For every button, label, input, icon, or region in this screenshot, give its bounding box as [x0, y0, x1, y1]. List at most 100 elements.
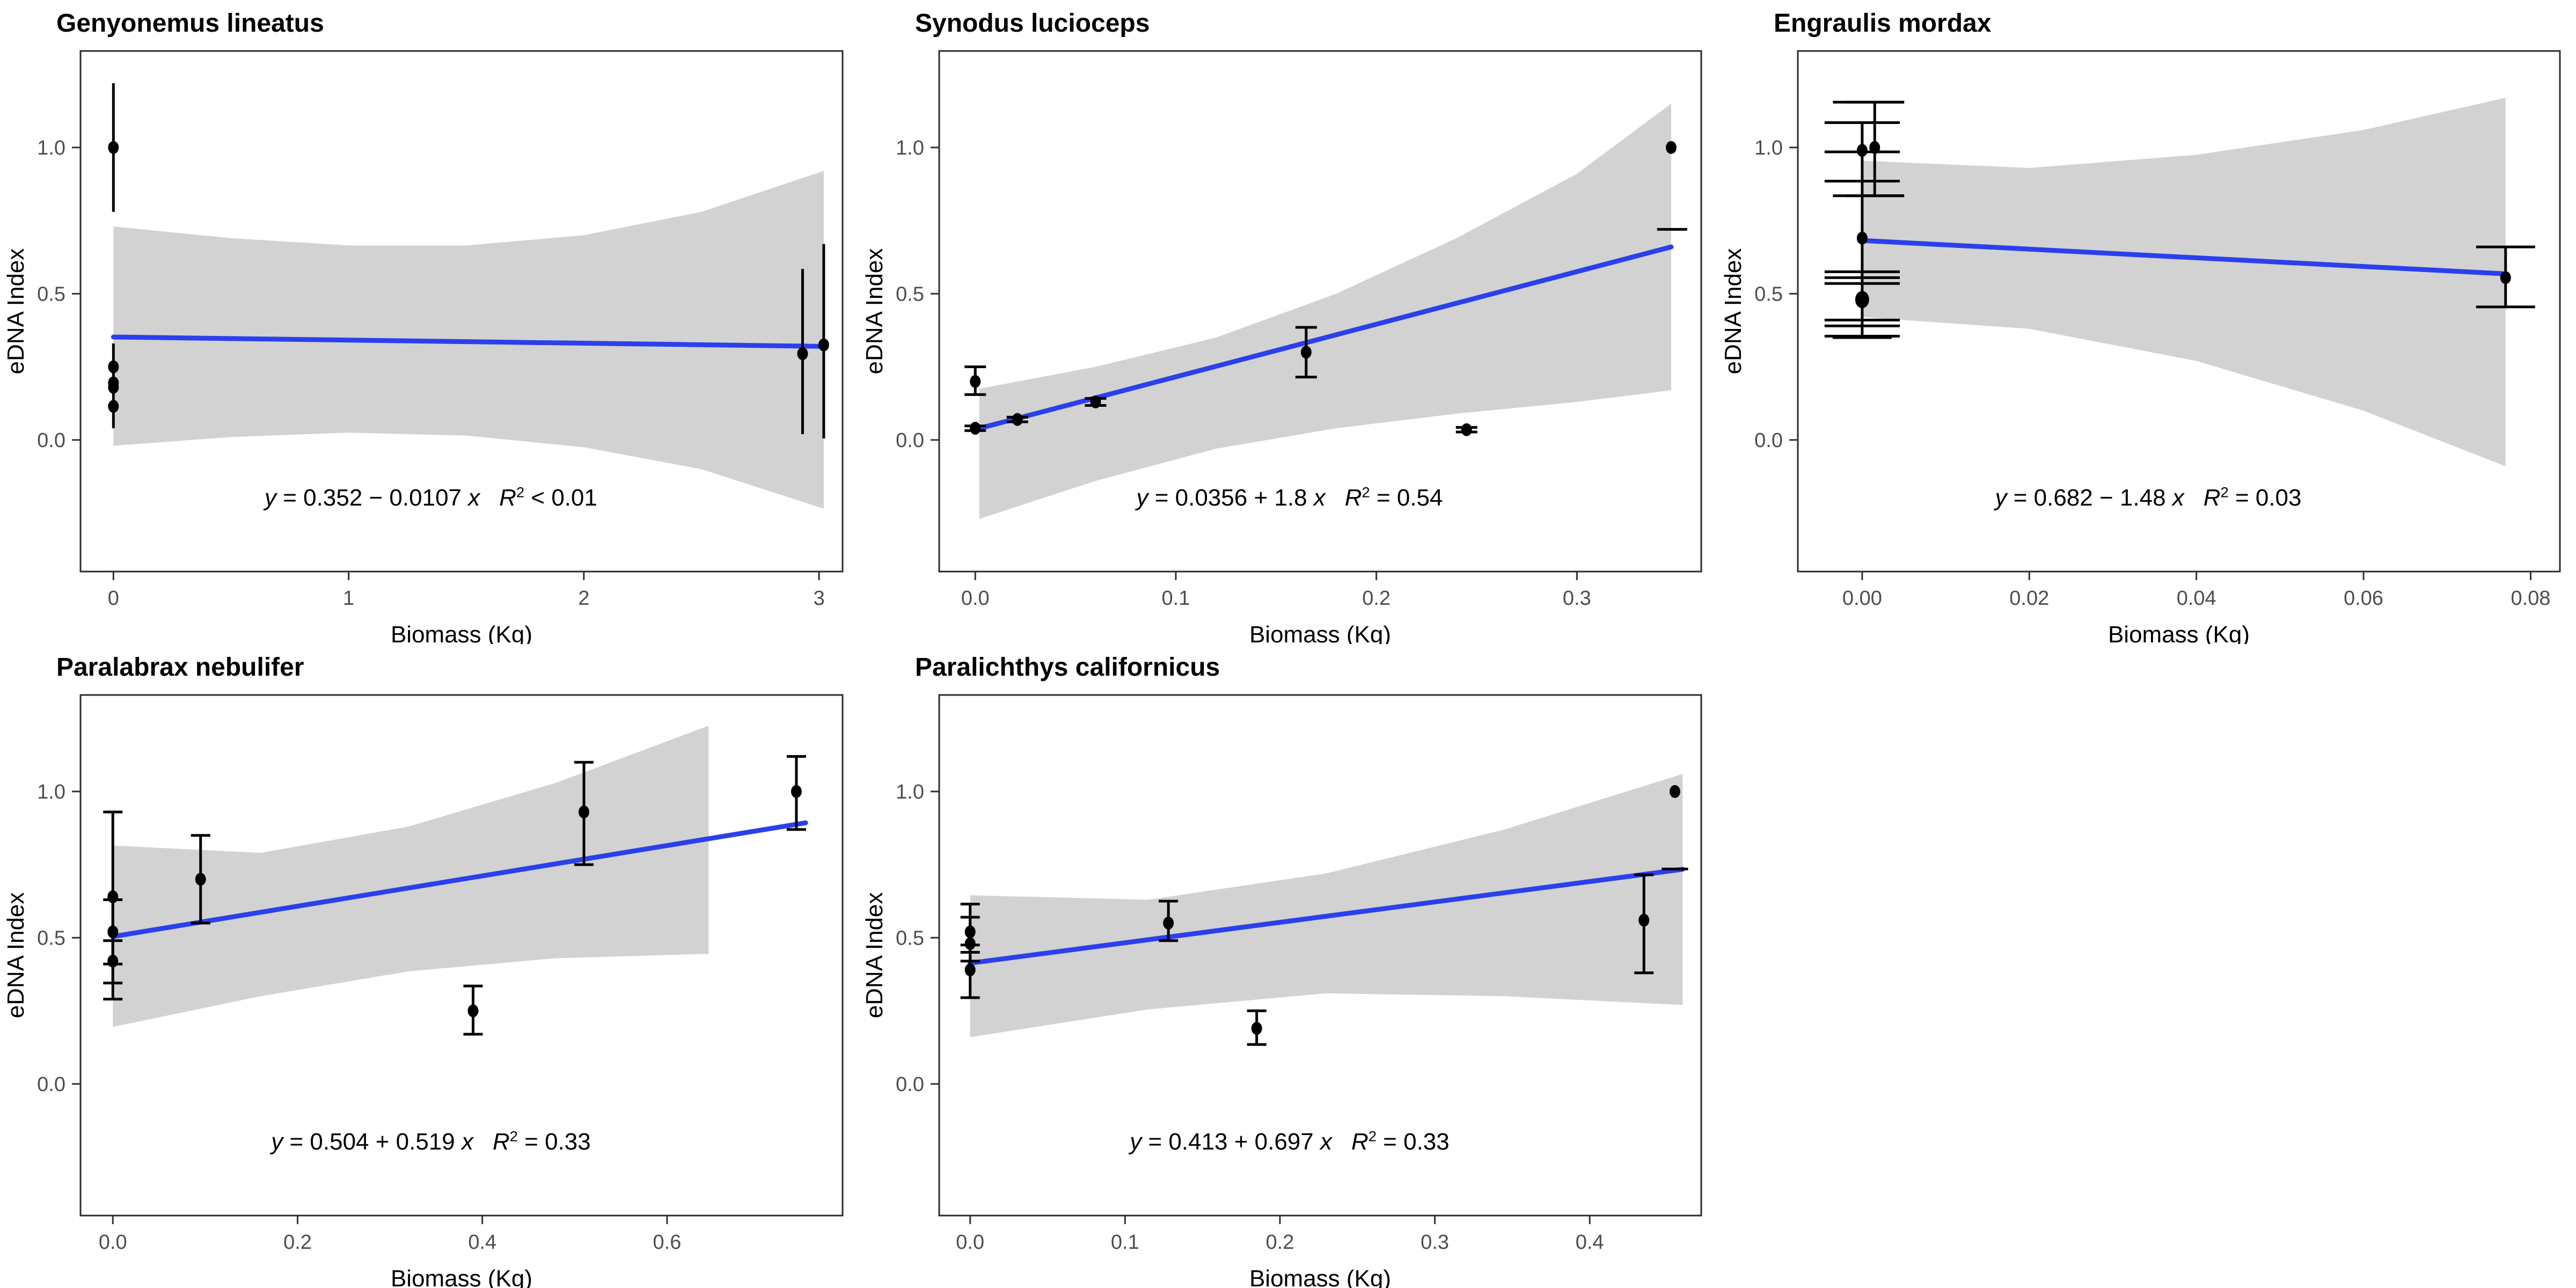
y-tick-label: 0.5: [37, 283, 65, 305]
regression-equation: y = 0.504 + 0.519 x R2 = 0.33: [271, 1129, 590, 1155]
data-point: [964, 925, 976, 939]
x-tick-label: 3: [814, 587, 825, 610]
data-point: [1251, 1022, 1262, 1035]
data-point: [107, 925, 119, 939]
x-axis-label: Biomass (Kg): [2108, 621, 2250, 644]
equation-r-var: R: [2203, 485, 2221, 511]
equation-y-var: y: [1995, 485, 2007, 511]
data-point: [467, 1004, 479, 1018]
plot-area: 0.0 0.1 0.2 0.3 0.0 0.5 1.0 Biomass (Kg) eDNA In…: [861, 50, 1702, 644]
y-axis-label: eDNA Index: [3, 248, 29, 375]
y-tick-label: 0.5: [37, 927, 65, 949]
equation-r2-value: = 0.54: [1370, 485, 1443, 511]
y-axis-label: eDNA Index: [1720, 248, 1746, 375]
y-axis-label: eDNA Index: [3, 892, 29, 1019]
plot-area: 0.00 0.02 0.04 0.06 0.08 0.0 0.5 1.0 Biomass (Kg…: [1720, 50, 2561, 644]
equation-y-var: y: [271, 1129, 283, 1155]
regression-line: [968, 867, 1685, 966]
x-tick-label: 0.0: [99, 1231, 127, 1254]
panel-contents: [103, 726, 808, 1036]
y-tick-label: 0.5: [896, 283, 924, 305]
equation-y-var: y: [1130, 1129, 1142, 1155]
panel-title: Engraulis mordax: [1774, 9, 1992, 38]
x-tick-label: 0.6: [653, 1231, 682, 1254]
data-point: [1163, 917, 1174, 930]
empty-panel: [1717, 644, 2576, 1288]
y-tick-label: 1.0: [37, 137, 65, 159]
data-point: [107, 890, 119, 904]
y-tick-label: 0.0: [896, 1073, 924, 1096]
data-point: [1665, 141, 1677, 154]
panel-paralabrax-nebulifer: Paralabrax nebulifer 0.0 0.2 0.4 0.6 0.0 0.5 1…: [0, 644, 859, 1288]
equation-y-var: y: [1136, 485, 1148, 511]
panel-border: [938, 694, 1702, 1217]
equation-body: = 0.682 − 1.48: [2007, 485, 2172, 511]
y-tick-label: 1.0: [37, 781, 65, 803]
x-tick-label: 0.1: [1111, 1231, 1139, 1254]
data-point: [108, 400, 119, 413]
equation-x-var: x: [1320, 1129, 1332, 1155]
panel-title: Paralabrax nebulifer: [56, 653, 304, 682]
equation-r2-value: = 0.33: [517, 1129, 591, 1155]
y-tick-label: 1.0: [1754, 137, 1783, 159]
panel-contents: [108, 83, 829, 509]
data-point: [964, 937, 976, 950]
y-axis-label: eDNA Index: [861, 248, 888, 375]
data-point: [818, 338, 829, 352]
equation-r-var: R: [1344, 485, 1362, 511]
regression-equation: y = 0.352 − 0.0107 x R2 < 0.01: [265, 485, 597, 511]
x-axis-label: Biomass (Kg): [391, 1265, 532, 1288]
y-tick-label: 1.0: [896, 781, 924, 803]
x-tick-label: 0.4: [1576, 1231, 1604, 1254]
x-tick-label: 0: [108, 587, 119, 610]
x-tick-label: 0.06: [2344, 587, 2383, 610]
equation-r2-value: < 0.01: [524, 485, 597, 511]
panel-border: [938, 50, 1702, 573]
equation-r-superscript: 2: [1368, 1128, 1377, 1145]
x-tick-label: 0.0: [956, 1231, 984, 1254]
data-point: [797, 347, 808, 361]
equation-x-var: x: [468, 485, 480, 511]
equation-body: = 0.0356 + 1.8: [1148, 485, 1314, 511]
equation-body: = 0.352 − 0.0107: [276, 485, 469, 511]
x-tick-label: 0.08: [2511, 587, 2551, 610]
data-point: [1856, 144, 1868, 157]
data-point: [1869, 141, 1880, 154]
data-point: [970, 375, 981, 388]
confidence-ribbon: [979, 104, 1671, 519]
regression-equation: y = 0.682 − 1.48 x R2 = 0.03: [1995, 485, 2302, 511]
x-axis-label: Biomass (Kg): [391, 621, 532, 644]
x-tick-label: 0.2: [1362, 587, 1391, 610]
data-point: [791, 785, 802, 798]
y-tick-label: 0.5: [1754, 283, 1783, 305]
x-tick-label: 0.1: [1162, 587, 1190, 610]
x-tick-label: 2: [578, 587, 589, 610]
x-axis-label: Biomass (Kg): [1249, 621, 1391, 644]
panel-contents: [1824, 98, 2535, 466]
x-tick-label: 0.2: [1266, 1231, 1294, 1254]
equation-r-var: R: [493, 1129, 510, 1155]
data-point: [1855, 291, 1869, 309]
panel-engraulis-mordax: Engraulis mordax 0.00 0.02 0.04 0.06 0.08 0.0…: [1717, 0, 2576, 644]
y-tick-label: 0.5: [896, 927, 924, 949]
equation-y-var: y: [265, 485, 277, 511]
regression-line: [1860, 238, 2508, 276]
x-tick-label: 1: [343, 587, 354, 610]
panel-border: [79, 50, 844, 573]
data-point: [970, 421, 981, 435]
panel-title: Synodus lucioceps: [915, 9, 1150, 38]
data-point: [195, 873, 206, 886]
data-point: [1669, 785, 1680, 798]
panel-title: Paralichthys californicus: [915, 653, 1220, 682]
y-tick-label: 0.0: [37, 1073, 65, 1096]
y-tick-label: 0.0: [1754, 429, 1783, 452]
equation-r-superscript: 2: [509, 1128, 518, 1145]
data-point: [1461, 423, 1472, 436]
y-tick-label: 0.0: [896, 429, 924, 452]
x-tick-label: 0.4: [468, 1231, 496, 1254]
equation-x-var: x: [2172, 485, 2184, 511]
x-tick-label: 0.00: [1842, 587, 1882, 610]
data-point: [1090, 395, 1101, 408]
equation-r-superscript: 2: [516, 484, 525, 501]
plot-area: 0 1 2 3 0.0 0.5 1.0 Biomass (Kg) eDNA Index: [3, 50, 844, 644]
